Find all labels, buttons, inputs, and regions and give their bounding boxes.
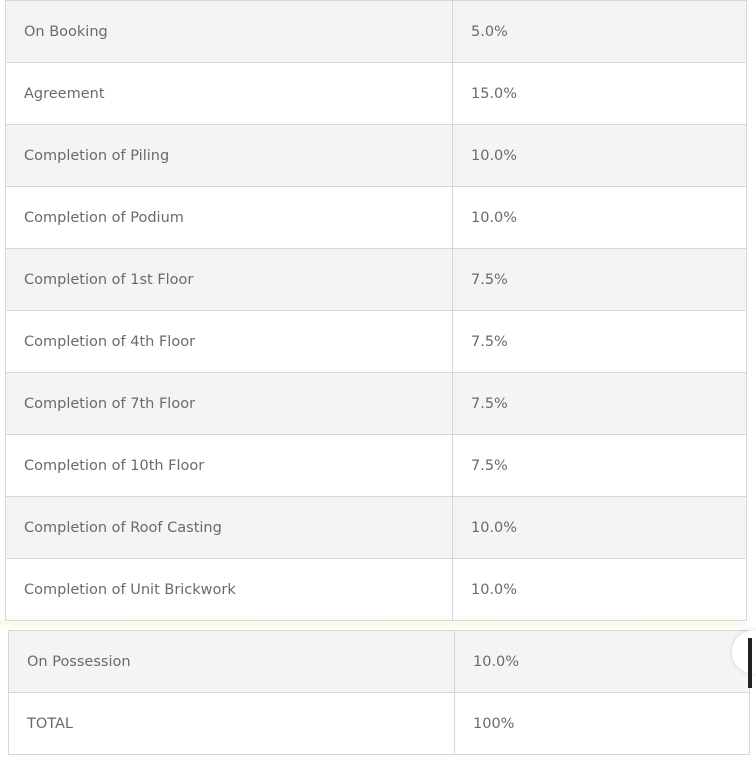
stage-cell: Completion of 4th Floor bbox=[5, 310, 453, 373]
table-row: Completion of Piling 10.0% bbox=[5, 124, 747, 187]
table-row: Agreement 15.0% bbox=[5, 62, 747, 125]
table-row: Completion of 4th Floor 7.5% bbox=[5, 310, 747, 373]
stage-cell: Completion of Unit Brickwork bbox=[5, 558, 453, 621]
stage-cell: Completion of 1st Floor bbox=[5, 248, 453, 311]
text-cursor-icon bbox=[748, 638, 752, 688]
percent-cell: 10.0% bbox=[452, 186, 747, 249]
percent-cell: 7.5% bbox=[452, 248, 747, 311]
table-row: Completion of Roof Casting 10.0% bbox=[5, 496, 747, 559]
percent-cell: 7.5% bbox=[452, 310, 747, 373]
payment-schedule-table-continued: On Possession 10.0% TOTAL 100% bbox=[8, 630, 750, 755]
stage-cell: Completion of Roof Casting bbox=[5, 496, 453, 559]
percent-cell: 7.5% bbox=[452, 434, 747, 497]
percent-cell: 10.0% bbox=[452, 558, 747, 621]
payment-schedule-table: On Booking 5.0% Agreement 15.0% Completion o… bbox=[5, 0, 747, 621]
table-row: Completion of 7th Floor 7.5% bbox=[5, 372, 747, 435]
stage-cell: On Possession bbox=[8, 630, 455, 693]
stage-cell: Completion of 7th Floor bbox=[5, 372, 453, 435]
stage-cell: TOTAL bbox=[8, 692, 455, 755]
stage-cell: Completion of Piling bbox=[5, 124, 453, 187]
table-row: Completion of Unit Brickwork 10.0% bbox=[5, 558, 747, 621]
stage-cell: On Booking bbox=[5, 0, 453, 63]
percent-cell: 100% bbox=[454, 692, 750, 755]
table-row: TOTAL 100% bbox=[8, 692, 750, 755]
stage-cell: Completion of Podium bbox=[5, 186, 453, 249]
percent-cell: 15.0% bbox=[452, 62, 747, 125]
percent-cell: 10.0% bbox=[452, 124, 747, 187]
percent-cell: 5.0% bbox=[452, 0, 747, 63]
table-row: Completion of Podium 10.0% bbox=[5, 186, 747, 249]
percent-cell: 10.0% bbox=[452, 496, 747, 559]
table-row: Completion of 10th Floor 7.5% bbox=[5, 434, 747, 497]
percent-cell: 7.5% bbox=[452, 372, 747, 435]
percent-cell: 10.0% bbox=[454, 630, 750, 693]
table-row: On Possession 10.0% bbox=[8, 630, 750, 693]
stage-cell: Agreement bbox=[5, 62, 453, 125]
table-row: Completion of 1st Floor 7.5% bbox=[5, 248, 747, 311]
table-row: On Booking 5.0% bbox=[5, 0, 747, 63]
stage-cell: Completion of 10th Floor bbox=[5, 434, 453, 497]
